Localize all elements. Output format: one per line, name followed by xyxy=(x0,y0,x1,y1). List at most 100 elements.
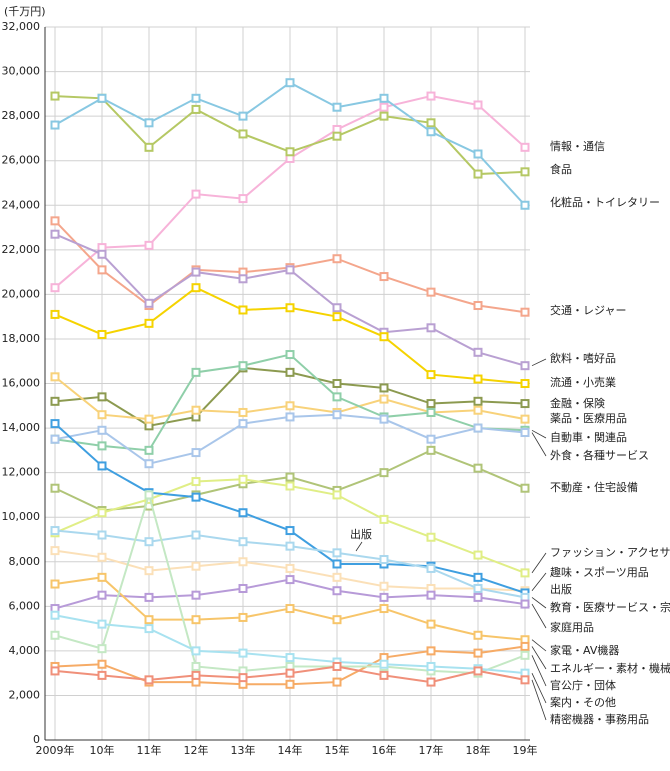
point-marker xyxy=(473,149,483,159)
point-marker xyxy=(332,392,342,402)
point-marker xyxy=(50,483,60,493)
point-marker xyxy=(379,272,389,282)
point-marker xyxy=(144,445,154,455)
series-label: 食品 xyxy=(550,162,572,176)
point-marker xyxy=(379,670,389,680)
point-marker xyxy=(50,419,60,429)
leader-line xyxy=(531,597,547,609)
point-marker xyxy=(50,372,60,382)
point-marker xyxy=(191,104,201,114)
point-marker xyxy=(473,169,483,179)
leader-line xyxy=(531,639,547,652)
point-marker xyxy=(191,670,201,680)
point-marker xyxy=(379,332,389,342)
point-marker xyxy=(379,394,389,404)
point-marker xyxy=(97,508,107,518)
point-marker xyxy=(520,142,530,152)
point-marker xyxy=(473,100,483,110)
point-marker xyxy=(97,530,107,540)
series-label: 出版 xyxy=(550,582,572,596)
series-label: 官公庁・団体 xyxy=(550,678,616,692)
y-tick-label: 0 xyxy=(33,733,40,746)
point-marker xyxy=(379,414,389,424)
point-marker xyxy=(50,666,60,676)
point-marker xyxy=(97,659,107,669)
point-marker xyxy=(285,653,295,663)
point-marker xyxy=(520,568,530,578)
point-marker xyxy=(426,127,436,137)
point-marker xyxy=(191,492,201,502)
point-marker xyxy=(144,318,154,328)
y-tick-label: 28,000 xyxy=(2,109,41,122)
point-marker xyxy=(520,414,530,424)
point-marker xyxy=(191,477,201,487)
point-marker xyxy=(191,448,201,458)
leader-line xyxy=(531,429,547,439)
leader-line xyxy=(531,679,547,721)
point-marker xyxy=(50,434,60,444)
series-label: 家庭用品 xyxy=(550,620,594,634)
point-marker xyxy=(50,546,60,556)
point-marker xyxy=(144,592,154,602)
point-marker xyxy=(332,615,342,625)
point-marker xyxy=(379,659,389,669)
point-marker xyxy=(50,229,60,239)
series-label: 案内・その他 xyxy=(550,695,616,709)
point-marker xyxy=(332,586,342,596)
point-marker xyxy=(426,532,436,542)
point-marker xyxy=(426,619,436,629)
point-marker xyxy=(238,583,248,593)
point-marker xyxy=(332,548,342,558)
point-marker xyxy=(238,129,248,139)
leader-line xyxy=(531,603,547,629)
point-marker xyxy=(332,254,342,264)
point-marker xyxy=(520,379,530,388)
y-tick-label: 6,000 xyxy=(9,599,41,612)
y-tick-label: 16,000 xyxy=(2,377,41,390)
point-marker xyxy=(379,555,389,565)
point-marker xyxy=(426,287,436,297)
point-marker xyxy=(379,383,389,393)
annotation: 出版 xyxy=(350,527,372,541)
point-marker xyxy=(426,323,436,333)
leader-line xyxy=(531,672,547,704)
point-marker xyxy=(426,590,436,600)
point-marker xyxy=(144,240,154,250)
y-tick-label: 4,000 xyxy=(9,644,41,657)
point-marker xyxy=(97,410,107,420)
point-marker xyxy=(97,670,107,680)
point-marker xyxy=(473,572,483,582)
point-marker xyxy=(144,142,154,152)
point-marker xyxy=(238,111,248,121)
y-tick-label: 12,000 xyxy=(2,466,41,479)
point-marker xyxy=(473,396,483,406)
point-marker xyxy=(520,399,530,409)
point-marker xyxy=(379,93,389,103)
point-marker xyxy=(473,423,483,433)
point-marker xyxy=(285,526,295,536)
point-marker xyxy=(332,572,342,582)
point-marker xyxy=(50,283,60,293)
y-tick-label: 20,000 xyxy=(2,287,41,300)
unit-label: (千万円) xyxy=(4,5,46,18)
point-marker xyxy=(379,111,389,121)
point-marker xyxy=(50,526,60,536)
point-marker xyxy=(473,583,483,593)
point-marker xyxy=(285,575,295,585)
point-marker xyxy=(144,566,154,576)
series-label: 外食・各種サービス xyxy=(550,448,649,462)
point-marker xyxy=(144,490,154,500)
point-marker xyxy=(191,615,201,625)
leader-line xyxy=(531,552,547,574)
point-marker xyxy=(191,646,201,656)
point-marker xyxy=(50,120,60,130)
point-marker xyxy=(426,563,436,573)
point-marker xyxy=(97,249,107,259)
point-marker xyxy=(238,673,248,683)
y-tick-label: 10,000 xyxy=(2,510,41,523)
point-marker xyxy=(426,445,436,455)
point-marker xyxy=(238,508,248,518)
leader-line xyxy=(531,572,547,591)
x-tick-label: 15年 xyxy=(325,743,350,757)
